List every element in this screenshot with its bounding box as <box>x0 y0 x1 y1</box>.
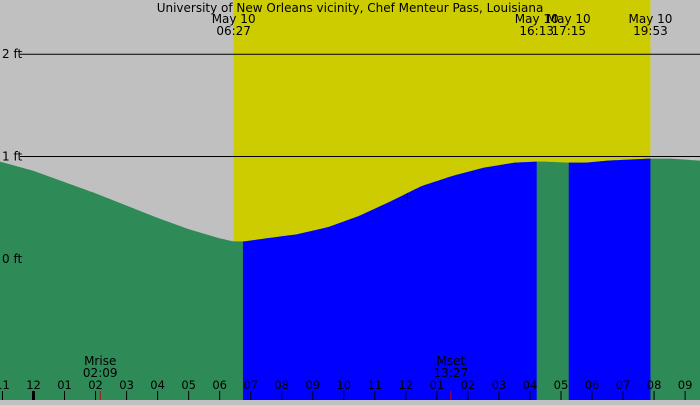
x-tick-label: 11 <box>0 378 10 392</box>
y-tick-label-0ft: 0 ft <box>2 252 22 266</box>
event-time-label: 06:27 <box>216 24 251 38</box>
x-tick-label: 05 <box>181 378 196 392</box>
event-date-label: May 10 <box>628 12 672 26</box>
moon-event-label: Mset <box>436 354 465 368</box>
moon-event-time: 13:27 <box>434 366 469 380</box>
x-tick-label: 01 <box>57 378 72 392</box>
event-date-label: May 10 <box>547 12 591 26</box>
event-time-label: 16:13 <box>519 24 554 38</box>
x-tick-label: 03 <box>119 378 134 392</box>
x-tick-label: 02 <box>88 378 103 392</box>
x-tick-label: 01 <box>430 378 445 392</box>
x-tick-label: 07 <box>243 378 258 392</box>
event-time-label: 17:15 <box>551 24 586 38</box>
x-tick-label: 08 <box>647 378 662 392</box>
chart-title: University of New Orleans vicinity, Chef… <box>157 1 544 15</box>
x-tick-label: 11 <box>368 378 383 392</box>
marker-layer <box>403 193 412 202</box>
x-tick-label: 05 <box>554 378 569 392</box>
moon-event-label: Mrise <box>84 354 116 368</box>
label-layer: University of New Orleans vicinity, Chef… <box>157 1 673 38</box>
x-tick-label: 06 <box>585 378 600 392</box>
x-tick-label: 04 <box>523 378 538 392</box>
x-tick-label: 09 <box>305 378 320 392</box>
event-time-label: 19:53 <box>633 24 668 38</box>
tide-layer <box>0 158 700 400</box>
x-tick-label: 12 <box>26 378 41 392</box>
y-tick-label-1ft: 1 ft <box>2 150 22 164</box>
moon-event-time: 02:09 <box>83 366 118 380</box>
grid-layer: 0 ft 1 ft 2 ft 11 12 01 02 03 04 05 06 07 08 09 10 11 12… <box>0 47 700 400</box>
x-tick-label: 04 <box>150 378 165 392</box>
x-tick-label: 06 <box>212 378 227 392</box>
x-tick-label: 03 <box>492 378 507 392</box>
y-tick-label-2ft: 2 ft <box>2 47 22 61</box>
event-date-label: May 10 <box>515 12 559 26</box>
x-tick-label: 02 <box>461 378 476 392</box>
x-tick-label: 10 <box>336 378 351 392</box>
tide-highlight-2 <box>568 158 651 400</box>
x-tick-label: 09 <box>678 378 693 392</box>
x-tick-label: 08 <box>274 378 289 392</box>
x-tick-label: 07 <box>616 378 631 392</box>
x-tick-label: 12 <box>399 378 414 392</box>
tide-highlight-1 <box>242 161 537 400</box>
event-date-label: May 10 <box>212 12 256 26</box>
